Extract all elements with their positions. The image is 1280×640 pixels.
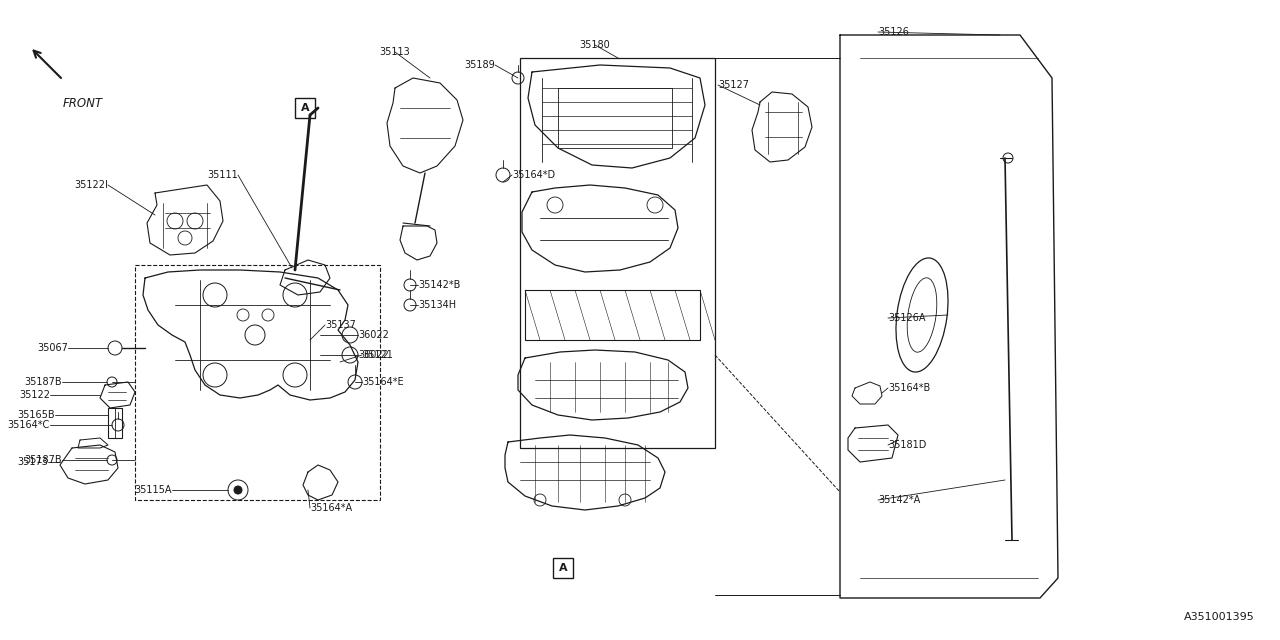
Text: 35180: 35180 bbox=[580, 40, 611, 50]
Text: A: A bbox=[558, 563, 567, 573]
Text: 35142*A: 35142*A bbox=[878, 495, 920, 505]
Bar bbox=[108, 408, 122, 438]
Text: 35137: 35137 bbox=[325, 320, 356, 330]
Text: 35164*A: 35164*A bbox=[310, 503, 352, 513]
Text: 35111: 35111 bbox=[207, 170, 238, 180]
Text: 35122I: 35122I bbox=[74, 180, 108, 190]
Text: 36022: 36022 bbox=[358, 330, 389, 340]
Circle shape bbox=[234, 486, 242, 494]
Text: 35164*E: 35164*E bbox=[362, 377, 403, 387]
Text: 35113: 35113 bbox=[380, 47, 411, 57]
Text: 35181D: 35181D bbox=[888, 440, 927, 450]
Text: 35134H: 35134H bbox=[419, 300, 456, 310]
Text: 35067: 35067 bbox=[37, 343, 68, 353]
Text: 35121: 35121 bbox=[362, 350, 393, 360]
Text: 35187B: 35187B bbox=[24, 377, 61, 387]
Text: 35126A: 35126A bbox=[888, 313, 925, 323]
Bar bbox=[134, 265, 380, 500]
Text: 35164*D: 35164*D bbox=[512, 170, 556, 180]
Text: 35164*C: 35164*C bbox=[8, 420, 50, 430]
Bar bbox=[520, 58, 716, 448]
Text: 35115A: 35115A bbox=[134, 485, 172, 495]
Text: 35187B: 35187B bbox=[24, 455, 61, 465]
Text: 35122: 35122 bbox=[19, 390, 50, 400]
Bar bbox=[294, 98, 315, 118]
Text: 35189: 35189 bbox=[465, 60, 495, 70]
Text: FRONT: FRONT bbox=[63, 97, 102, 110]
Text: 35127: 35127 bbox=[718, 80, 749, 90]
Bar bbox=[553, 558, 573, 578]
Text: 35173: 35173 bbox=[17, 457, 49, 467]
Text: 35164*B: 35164*B bbox=[888, 383, 931, 393]
Text: 35165B: 35165B bbox=[18, 410, 55, 420]
Text: A: A bbox=[301, 103, 310, 113]
Text: 36022: 36022 bbox=[358, 350, 389, 360]
Text: 35142*B: 35142*B bbox=[419, 280, 461, 290]
Text: 35126: 35126 bbox=[878, 27, 909, 37]
Text: A351001395: A351001395 bbox=[1184, 612, 1254, 622]
